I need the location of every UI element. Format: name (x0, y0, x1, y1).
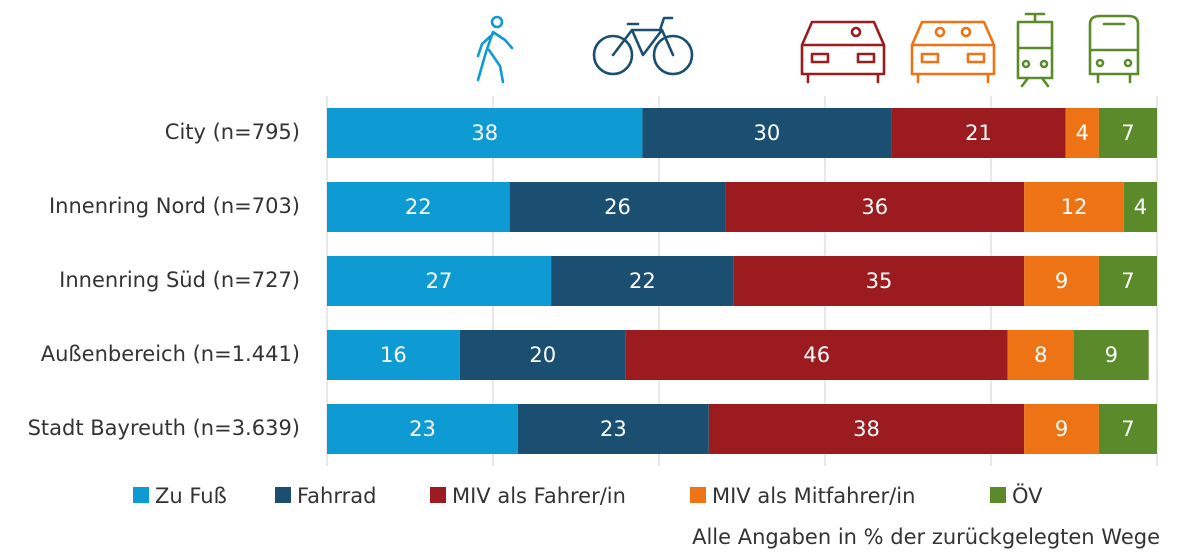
icon-car-passenger (910, 20, 996, 84)
bar-segment (459, 330, 626, 380)
bar-segment (327, 330, 460, 380)
data-label: 22 (629, 269, 656, 293)
bar-segment (1098, 404, 1157, 454)
bar-segment (1024, 404, 1099, 454)
legend-swatch (275, 487, 291, 503)
data-label: 46 (803, 343, 830, 367)
legend-label: Zu Fuß (155, 484, 227, 508)
bar-segment (1123, 182, 1157, 232)
bar-segment (642, 108, 892, 158)
bar-segment (517, 404, 709, 454)
bar-segment (551, 256, 734, 306)
data-label: 27 (426, 269, 453, 293)
icon-tram (1016, 12, 1054, 88)
y-tick-label: City (n=795) (165, 120, 300, 144)
legend-swatch (690, 487, 706, 503)
icon-walk (476, 15, 514, 84)
bar-segment (1074, 330, 1149, 380)
data-label: 9 (1055, 269, 1068, 293)
data-label: 22 (405, 195, 432, 219)
bar-segment (1098, 108, 1157, 158)
bar-segment (733, 256, 1025, 306)
icon-car-driver (800, 20, 886, 84)
data-label: 35 (866, 269, 893, 293)
y-tick-label: Innenring Nord (n=703) (49, 194, 300, 218)
data-label: 26 (604, 195, 631, 219)
data-label: 7 (1121, 269, 1134, 293)
note: Alle Angaben in % der zurückgelegten Weg… (692, 525, 1160, 549)
legend-swatch (133, 487, 149, 503)
data-label: 23 (600, 417, 627, 441)
data-label: 20 (529, 343, 556, 367)
icon-bus (1088, 14, 1140, 84)
bar-segment (327, 404, 518, 454)
data-label: 12 (1061, 195, 1088, 219)
data-label: 16 (380, 343, 407, 367)
data-label: 36 (861, 195, 888, 219)
data-label: 38 (853, 417, 880, 441)
icon-bike (592, 16, 694, 76)
legend-label: MIV als Mitfahrer/in (712, 484, 915, 508)
bar-segment (625, 330, 1008, 380)
data-label: 30 (754, 121, 781, 145)
y-tick-label: Stadt Bayreuth (n=3.639) (28, 416, 300, 440)
legend-swatch (990, 487, 1006, 503)
bar-segment (1098, 256, 1157, 306)
data-label: 9 (1055, 417, 1068, 441)
bar-segment (1024, 256, 1099, 306)
bar-segment (327, 256, 552, 306)
bar-segment (327, 182, 510, 232)
y-tick-label: Außenbereich (n=1.441) (41, 342, 300, 366)
legend-swatch (430, 487, 446, 503)
y-tick-label: Innenring Süd (n=727) (59, 268, 300, 292)
data-label: 4 (1134, 195, 1147, 219)
bar-segment (1024, 182, 1124, 232)
data-label: 23 (409, 417, 436, 441)
data-label: 8 (1034, 343, 1047, 367)
data-label: 9 (1105, 343, 1118, 367)
bar-segment (509, 182, 726, 232)
data-label: 7 (1121, 417, 1134, 441)
bar-segment (1065, 108, 1099, 158)
icons (476, 12, 1140, 88)
legend-label: Fahrrad (297, 484, 376, 508)
data-label: 38 (471, 121, 498, 145)
legend-label: ÖV (1012, 483, 1043, 508)
data-label: 7 (1121, 121, 1134, 145)
bar-segment (891, 108, 1066, 158)
data-label: 4 (1076, 121, 1089, 145)
bar-segment (708, 404, 1025, 454)
data-label: 21 (965, 121, 992, 145)
legend-label: MIV als Fahrer/in (452, 484, 626, 508)
bar-segment (1007, 330, 1074, 380)
bar-segment (725, 182, 1025, 232)
bar-segment (327, 108, 643, 158)
